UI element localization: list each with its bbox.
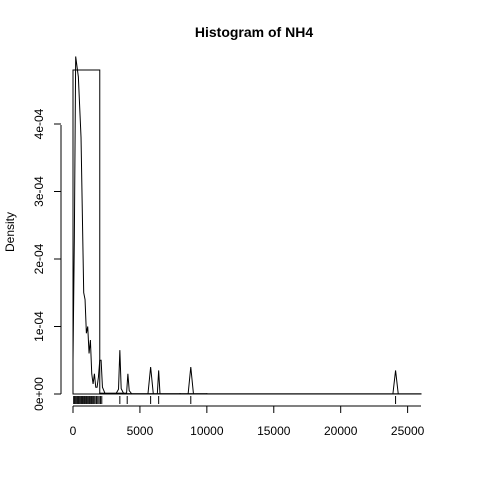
y-tick-label: 0e+00 [32, 377, 46, 411]
x-tick-label: 25000 [391, 424, 425, 438]
y-tick-label: 1e-04 [32, 311, 46, 342]
x-tick-label: 5000 [127, 424, 154, 438]
y-tick-label: 3e-04 [32, 176, 46, 207]
y-ticks: 0e+00 1e-04 2e-04 3e-04 4e-04 [32, 108, 61, 411]
x-tick-label: 15000 [257, 424, 291, 438]
density-line [72, 56, 421, 395]
x-tick-label: 10000 [190, 424, 224, 438]
x-ticks: 0 5000 10000 15000 20000 25000 [70, 406, 425, 438]
x-tick-label: 0 [70, 424, 77, 438]
y-tick-label: 4e-04 [32, 108, 46, 139]
histogram-bars [72, 69, 422, 395]
chart-title: Histogram of NH4 [195, 24, 313, 40]
y-axis-label: Density [3, 212, 17, 252]
rug-marks [73, 396, 397, 404]
x-tick-label: 20000 [324, 424, 358, 438]
y-tick-label: 2e-04 [32, 243, 46, 274]
histogram-bar [72, 69, 101, 395]
